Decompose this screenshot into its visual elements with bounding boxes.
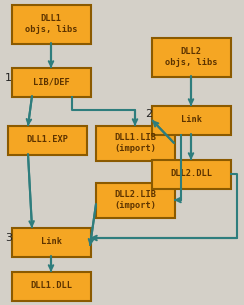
FancyArrowPatch shape [49, 43, 53, 66]
FancyArrowPatch shape [49, 256, 53, 270]
Text: DLL2
objs, libs: DLL2 objs, libs [165, 47, 217, 67]
FancyArrowPatch shape [92, 236, 237, 240]
FancyArrowPatch shape [28, 154, 34, 226]
FancyArrowPatch shape [154, 122, 174, 143]
FancyBboxPatch shape [95, 125, 174, 160]
FancyBboxPatch shape [11, 228, 91, 257]
FancyArrowPatch shape [133, 110, 137, 124]
FancyBboxPatch shape [152, 38, 231, 77]
Text: DLL1.LIB
(import): DLL1.LIB (import) [114, 133, 156, 153]
FancyBboxPatch shape [11, 271, 91, 300]
Text: DLL1.EXP: DLL1.EXP [26, 135, 68, 145]
Text: 2: 2 [145, 109, 152, 119]
Text: DLL2.DLL: DLL2.DLL [170, 170, 212, 178]
FancyBboxPatch shape [95, 182, 174, 217]
FancyBboxPatch shape [11, 67, 91, 96]
FancyBboxPatch shape [152, 160, 231, 188]
FancyBboxPatch shape [152, 106, 231, 135]
Text: 1: 1 [5, 73, 12, 83]
FancyArrowPatch shape [27, 96, 32, 124]
FancyArrowPatch shape [189, 134, 193, 158]
Text: 3: 3 [5, 233, 12, 243]
Text: DLL1.DLL: DLL1.DLL [30, 282, 72, 290]
Text: DLL1
objs, libs: DLL1 objs, libs [25, 14, 77, 34]
Text: Link: Link [181, 116, 202, 124]
FancyArrowPatch shape [176, 198, 181, 202]
Text: Link: Link [41, 238, 61, 246]
FancyBboxPatch shape [8, 125, 87, 155]
FancyArrowPatch shape [89, 204, 96, 244]
Text: LIB/DEF: LIB/DEF [33, 77, 69, 87]
Text: DLL2.LIB
(import): DLL2.LIB (import) [114, 190, 156, 210]
FancyArrowPatch shape [189, 76, 193, 104]
FancyBboxPatch shape [11, 5, 91, 44]
